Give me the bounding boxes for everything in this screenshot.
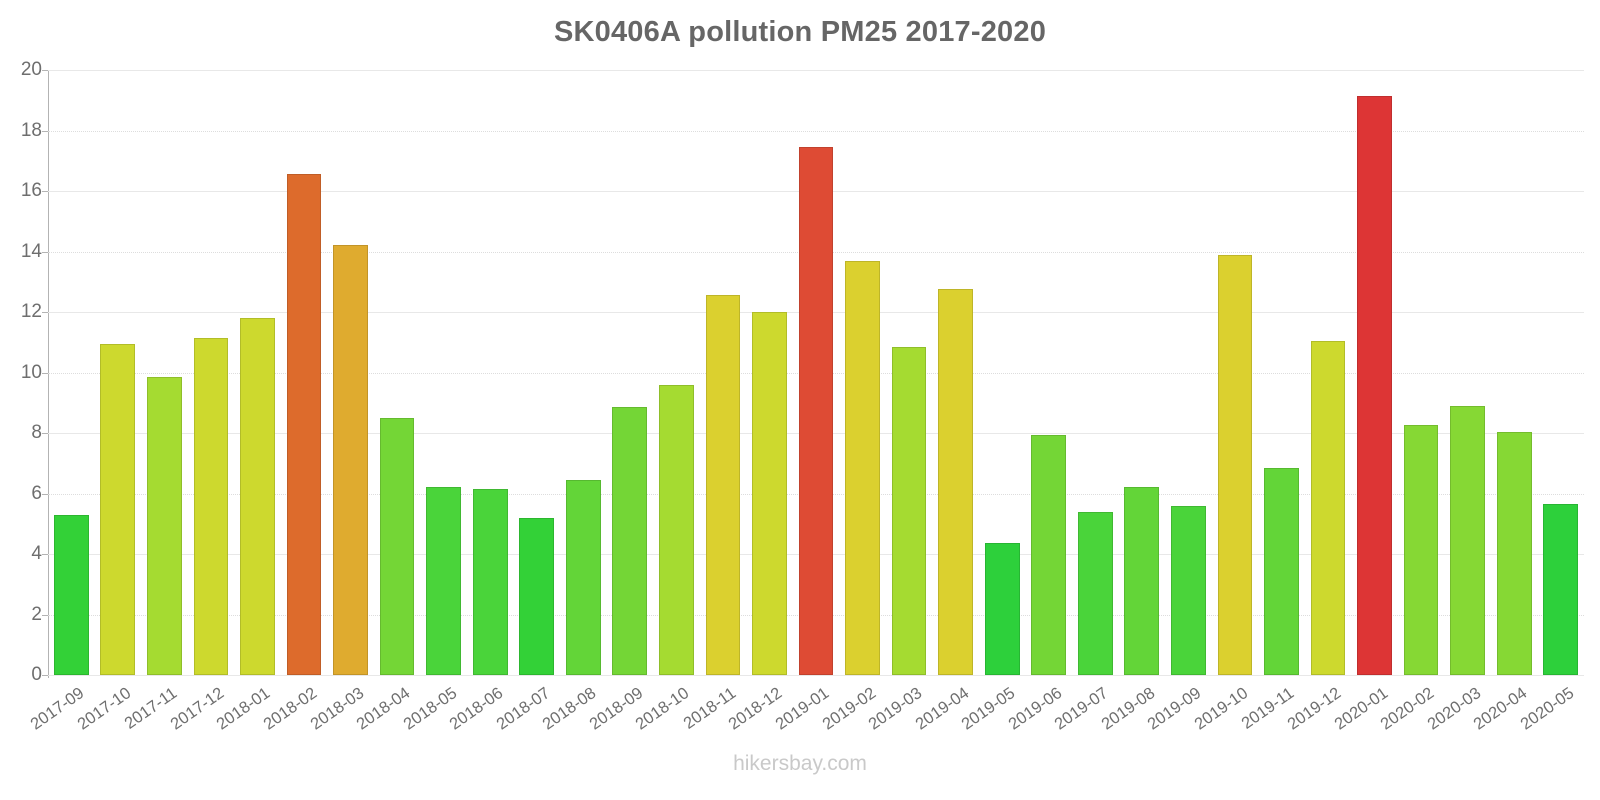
y-tick-label: 12 [20, 301, 42, 322]
bar[interactable] [426, 487, 461, 675]
y-tick-mark [42, 372, 48, 374]
y-tick-label: 8 [31, 422, 42, 443]
bar[interactable] [752, 312, 787, 675]
bar[interactable] [938, 289, 973, 675]
bar[interactable] [565, 479, 601, 675]
y-tick-mark [42, 614, 48, 616]
bar[interactable] [659, 384, 694, 675]
y-tick-label: 6 [31, 482, 42, 504]
bar[interactable] [845, 260, 880, 675]
y-tick-mark [42, 675, 48, 676]
y-tick-mark [42, 433, 48, 434]
y-tick-label: 0 [31, 664, 42, 685]
bar[interactable] [1496, 431, 1532, 675]
y-tick-label: 16 [20, 180, 42, 201]
bar[interactable] [333, 245, 368, 675]
bar[interactable] [100, 343, 136, 675]
bar[interactable] [472, 488, 508, 675]
bar[interactable] [798, 147, 834, 675]
bar[interactable] [147, 377, 182, 675]
bar[interactable] [891, 346, 927, 675]
footer-watermark: hikersbay.com [733, 752, 867, 775]
y-tick-mark [42, 130, 48, 132]
bar[interactable] [53, 514, 89, 675]
bar[interactable] [1543, 504, 1579, 675]
y-tick-mark [42, 312, 48, 313]
gridline [48, 675, 1584, 676]
gridline [48, 130, 1584, 132]
y-tick-label: 20 [20, 59, 42, 80]
y-tick-label: 14 [20, 240, 42, 262]
y-tick-mark [42, 554, 48, 555]
y-tick-mark [42, 493, 48, 495]
y-tick-mark [42, 191, 48, 192]
y-tick-mark [42, 70, 48, 71]
bar[interactable] [1217, 254, 1253, 675]
bar[interactable] [612, 407, 648, 675]
y-axis-line [48, 70, 49, 678]
bar[interactable] [1077, 511, 1113, 675]
bar[interactable] [1031, 434, 1067, 675]
bar[interactable] [286, 174, 322, 675]
bar[interactable] [1310, 340, 1346, 675]
plot-area [48, 70, 1584, 676]
y-axis-labels: 0 2 4 6 8 10 12 14 16 18 20 [0, 0, 48, 800]
bar[interactable] [1171, 505, 1206, 675]
bar[interactable] [1403, 425, 1439, 675]
bar[interactable] [1357, 95, 1392, 675]
bar[interactable] [705, 295, 741, 675]
bar[interactable] [379, 417, 415, 675]
bar[interactable] [1264, 467, 1299, 675]
bar[interactable] [984, 543, 1020, 675]
chart-title: SK0406A pollution PM25 2017-2020 [553, 16, 1047, 48]
gridline [48, 70, 1584, 71]
y-tick-label: 2 [31, 603, 42, 625]
y-tick-mark [42, 251, 48, 253]
bar[interactable] [1450, 405, 1485, 675]
y-tick-label: 4 [31, 543, 42, 564]
bar[interactable] [240, 318, 275, 675]
y-tick-label: 18 [20, 119, 42, 141]
bar[interactable] [519, 517, 555, 675]
y-tick-label: 10 [20, 361, 42, 383]
bar[interactable] [193, 337, 229, 675]
bar[interactable] [1124, 487, 1160, 675]
